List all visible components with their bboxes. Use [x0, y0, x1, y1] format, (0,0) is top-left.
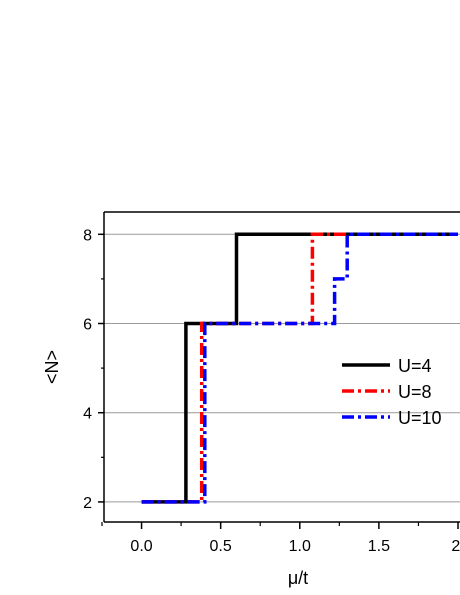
axes	[103, 211, 460, 523]
tick-marks	[98, 233, 459, 529]
x-axis-label: μ/t	[288, 568, 308, 588]
x-tick-label: 0.5	[210, 538, 232, 555]
x-tick-label: 0.0	[130, 538, 152, 555]
legend-label: U=8	[398, 382, 432, 402]
x-tick-label: 1.0	[289, 538, 311, 555]
x-tick-label: 1.5	[368, 538, 390, 555]
y-tick-label: 2	[83, 495, 92, 512]
legend-label: U=4	[398, 356, 432, 376]
series-lines	[141, 232, 458, 504]
x-tick-label: 2.	[451, 538, 460, 555]
y-tick-label: 4	[83, 406, 92, 423]
y-tick-label: 6	[83, 317, 92, 334]
legend: U=4 U=8 U=10	[342, 356, 442, 428]
legend-label: U=10	[398, 408, 442, 428]
tick-labels: 2 4 6 8 0.0 0.5 1.0 1.5 2.	[83, 227, 460, 555]
y-axis-label: <N>	[42, 350, 62, 384]
series-line-u-10	[141, 232, 458, 504]
y-tick-label: 8	[83, 227, 92, 244]
